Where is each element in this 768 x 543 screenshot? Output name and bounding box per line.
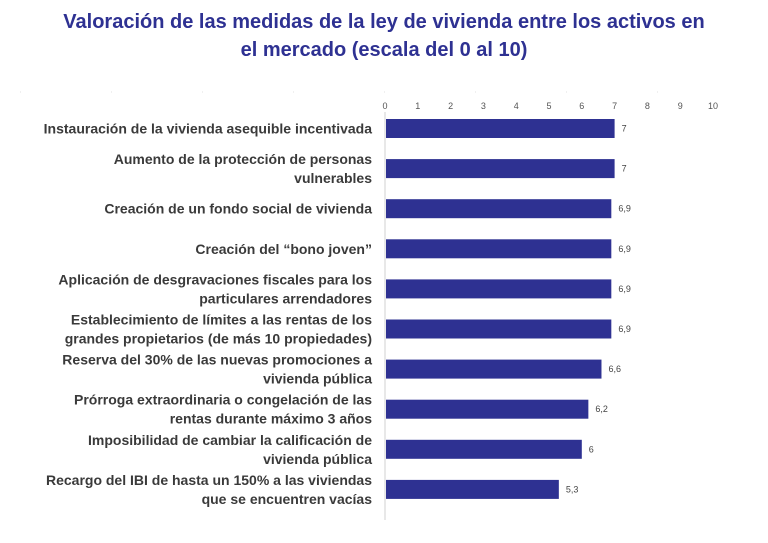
bar (386, 119, 615, 138)
x-tick-label: 4 (514, 101, 519, 111)
category-label: vulnerables (294, 170, 372, 186)
x-tick-label: 2 (448, 101, 453, 111)
bar (386, 199, 612, 219)
x-tick-label: 5 (546, 101, 551, 111)
category-label: Establecimiento de límites a las rentas … (71, 312, 372, 328)
category-label: particulares arrendadores (199, 290, 372, 306)
bar-value-label: 6,9 (618, 284, 631, 294)
category-label: Instauración de la vivienda asequible in… (44, 121, 373, 137)
x-tick-label: 0 (382, 101, 387, 111)
category-label: Recargo del IBI de hasta un 150% a las v… (46, 472, 372, 488)
x-tick-label: 8 (645, 101, 650, 111)
category-label: vivienda pública (263, 371, 372, 387)
bar (386, 239, 612, 259)
category-label: grandes propietarios (de más 10 propieda… (65, 331, 372, 347)
category-label: Imposibilidad de cambiar la calificación… (88, 432, 372, 448)
category-label: Creación de un fondo social de vivienda (104, 201, 372, 217)
bar-value-label: 6,2 (595, 404, 608, 414)
bar-value-label: 7 (622, 124, 627, 134)
bar-value-label: 5,3 (566, 484, 579, 494)
x-tick-label: 7 (612, 101, 617, 111)
x-tick-label: 6 (579, 101, 584, 111)
category-label: rentas durante máximo 3 años (170, 411, 373, 427)
bar (386, 439, 582, 459)
x-tick-label: 10 (708, 101, 718, 111)
category-label: vivienda pública (263, 451, 372, 467)
bar-value-label: 6,9 (618, 204, 631, 214)
chart-title-line-2: el mercado (escala del 0 al 10) (240, 39, 528, 61)
bar (386, 159, 615, 179)
bar (386, 319, 612, 339)
x-tick-label: 3 (481, 101, 486, 111)
chart-title-line-1: Valoración de las medidas de la ley de v… (63, 11, 705, 33)
bar-value-label: 6,9 (618, 244, 631, 254)
chart-title: Valoración de las medidas de la ley de v… (10, 8, 758, 64)
bar-value-label: 7 (622, 164, 627, 174)
bar-value-label: 6,9 (618, 324, 631, 334)
category-label: Creación del “bono joven” (195, 241, 372, 257)
bar (386, 399, 589, 419)
bar-value-label: 6 (589, 444, 594, 454)
category-label: Aumento de la protección de personas (114, 151, 372, 167)
x-tick-label: 9 (678, 101, 683, 111)
category-label: Prórroga extraordinaria o congelación de… (74, 392, 372, 408)
bar (386, 359, 602, 379)
category-label: Aplicación de desgravaciones fiscales pa… (58, 271, 372, 287)
bar-value-label: 6,6 (608, 364, 621, 374)
bar (386, 479, 559, 499)
category-label: Reserva del 30% de las nuevas promocione… (62, 352, 372, 368)
x-tick-label: 1 (415, 101, 420, 111)
category-label: que se encuentren vacías (202, 491, 373, 507)
bar (386, 279, 612, 299)
